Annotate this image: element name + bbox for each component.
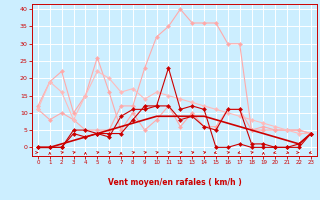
X-axis label: Vent moyen/en rafales ( km/h ): Vent moyen/en rafales ( km/h ) — [108, 178, 241, 187]
